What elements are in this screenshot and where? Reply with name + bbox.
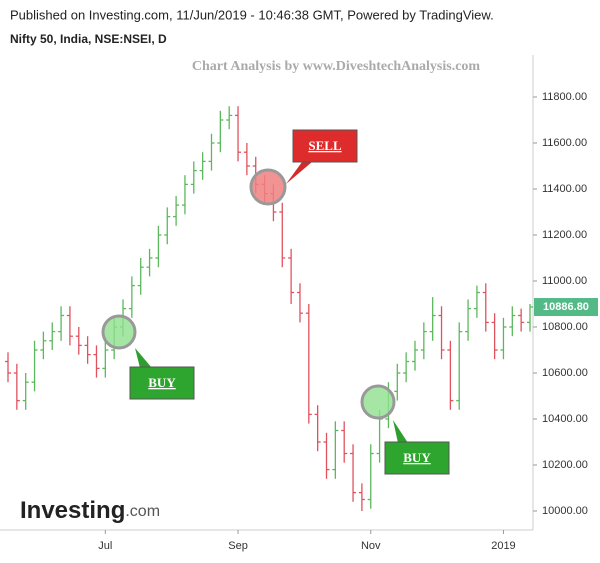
y-tick-label: 10400.00 [542,413,588,425]
y-tick-label: 11800.00 [542,91,587,103]
y-tick-label: 10600.00 [542,367,588,379]
y-tick-label: 10000.00 [542,505,588,517]
x-tick-label: Nov [361,540,381,552]
y-tick-label: 11200.00 [542,229,587,241]
x-tick-label: Jul [98,540,112,552]
annotation: SELL [308,138,342,153]
annotation-box [384,441,450,475]
callout-arrow [393,420,408,443]
x-tick-label: 2019 [491,540,515,552]
annotation: BUY [148,375,176,390]
last-price-box [534,298,598,317]
y-tick-label: 10800.00 [542,321,588,333]
annotation-box [129,366,195,400]
watermark: Chart Analysis by www.DiveshtechAnalysis… [192,59,481,74]
logo-suffix: .com [125,503,160,520]
annotation-box [292,129,358,163]
header-line1: Published on Investing.com, 11/Jun/2019 … [10,7,494,22]
y-tick-label: 11600.00 [542,137,587,149]
callout-arrow [135,348,152,368]
header-line2: Nifty 50, India, NSE:NSEI, D [10,32,167,46]
logo: Investing.com [20,497,160,524]
y-tick-label: 10200.00 [542,459,588,471]
plot: 10000.00 10200.00 10400.00 10600.00 10800.00… [5,91,598,552]
callout-arrow [286,162,312,184]
y-tick-label: 11000.00 [542,275,587,287]
logo-main: Investing [20,497,125,524]
sell-circle [249,168,287,206]
x-tick-label: Sep [228,540,248,552]
annotation: BUY [403,450,431,465]
buy-circle [101,314,137,350]
buy-circle [360,384,396,420]
last-price-label: 10886.80 [543,301,589,313]
y-tick-label: 11400.00 [542,183,587,195]
